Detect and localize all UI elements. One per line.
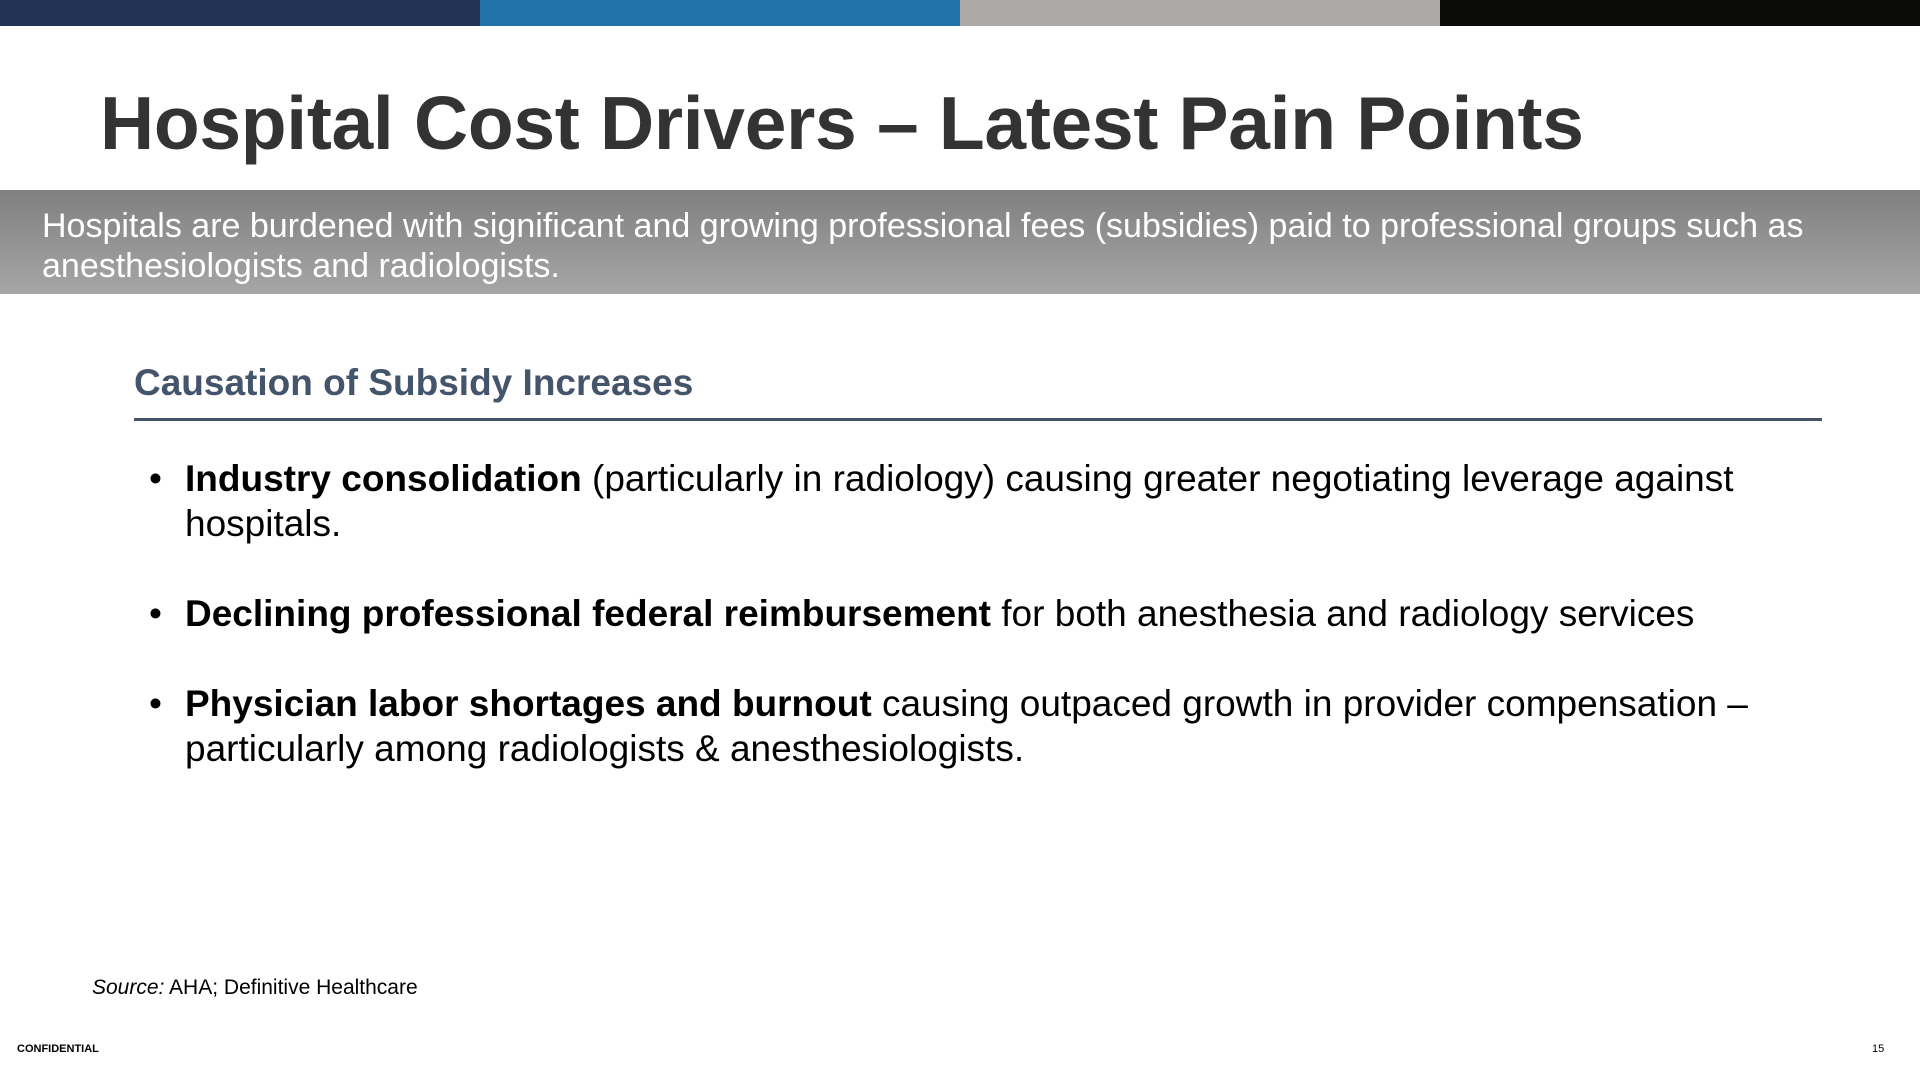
bullet-bold: Industry consolidation xyxy=(185,458,582,499)
confidential-label: CONFIDENTIAL xyxy=(17,1043,99,1055)
bullet-text: for both anesthesia and radiology servic… xyxy=(991,593,1695,634)
bullet-list: • Industry consolidation (particularly in… xyxy=(149,456,1789,816)
bullet-glyph: • xyxy=(149,683,162,724)
bullet-bold: Declining professional federal reimburse… xyxy=(185,593,991,634)
source-text: AHA; Definitive Healthcare xyxy=(164,976,418,999)
section-divider xyxy=(134,418,1822,421)
bullet-text: (particularly in radiology) causing grea… xyxy=(185,458,1734,544)
color-segment-gray xyxy=(960,0,1440,26)
bullet-glyph: • xyxy=(149,458,162,499)
bullet-item: • Physician labor shortages and burnout c… xyxy=(149,681,1789,771)
page-number: 15 xyxy=(1872,1043,1885,1055)
bullet-text: causing outpaced growth in provider comp… xyxy=(185,683,1748,769)
top-color-bar xyxy=(0,0,1920,26)
section-heading: Causation of Subsidy Increases xyxy=(134,362,694,403)
bullet-item: • Declining professional federal reimburs… xyxy=(149,591,1789,636)
bullet-bold: Physician labor shortages and burnout xyxy=(185,683,872,724)
bullet-glyph: • xyxy=(149,593,162,634)
color-segment-navy xyxy=(0,0,480,26)
summary-banner: Hospitals are burdened with significant … xyxy=(0,190,1920,294)
slide-title: Hospital Cost Drivers – Latest Pain Poin… xyxy=(100,81,1584,165)
color-segment-black xyxy=(1440,0,1920,26)
summary-text: Hospitals are burdened with significant … xyxy=(42,207,1804,285)
source-note: Source: AHA; Definitive Healthcare xyxy=(92,976,418,1000)
bullet-item: • Industry consolidation (particularly in… xyxy=(149,456,1789,546)
source-label: Source: xyxy=(92,976,165,999)
color-segment-blue xyxy=(480,0,960,26)
